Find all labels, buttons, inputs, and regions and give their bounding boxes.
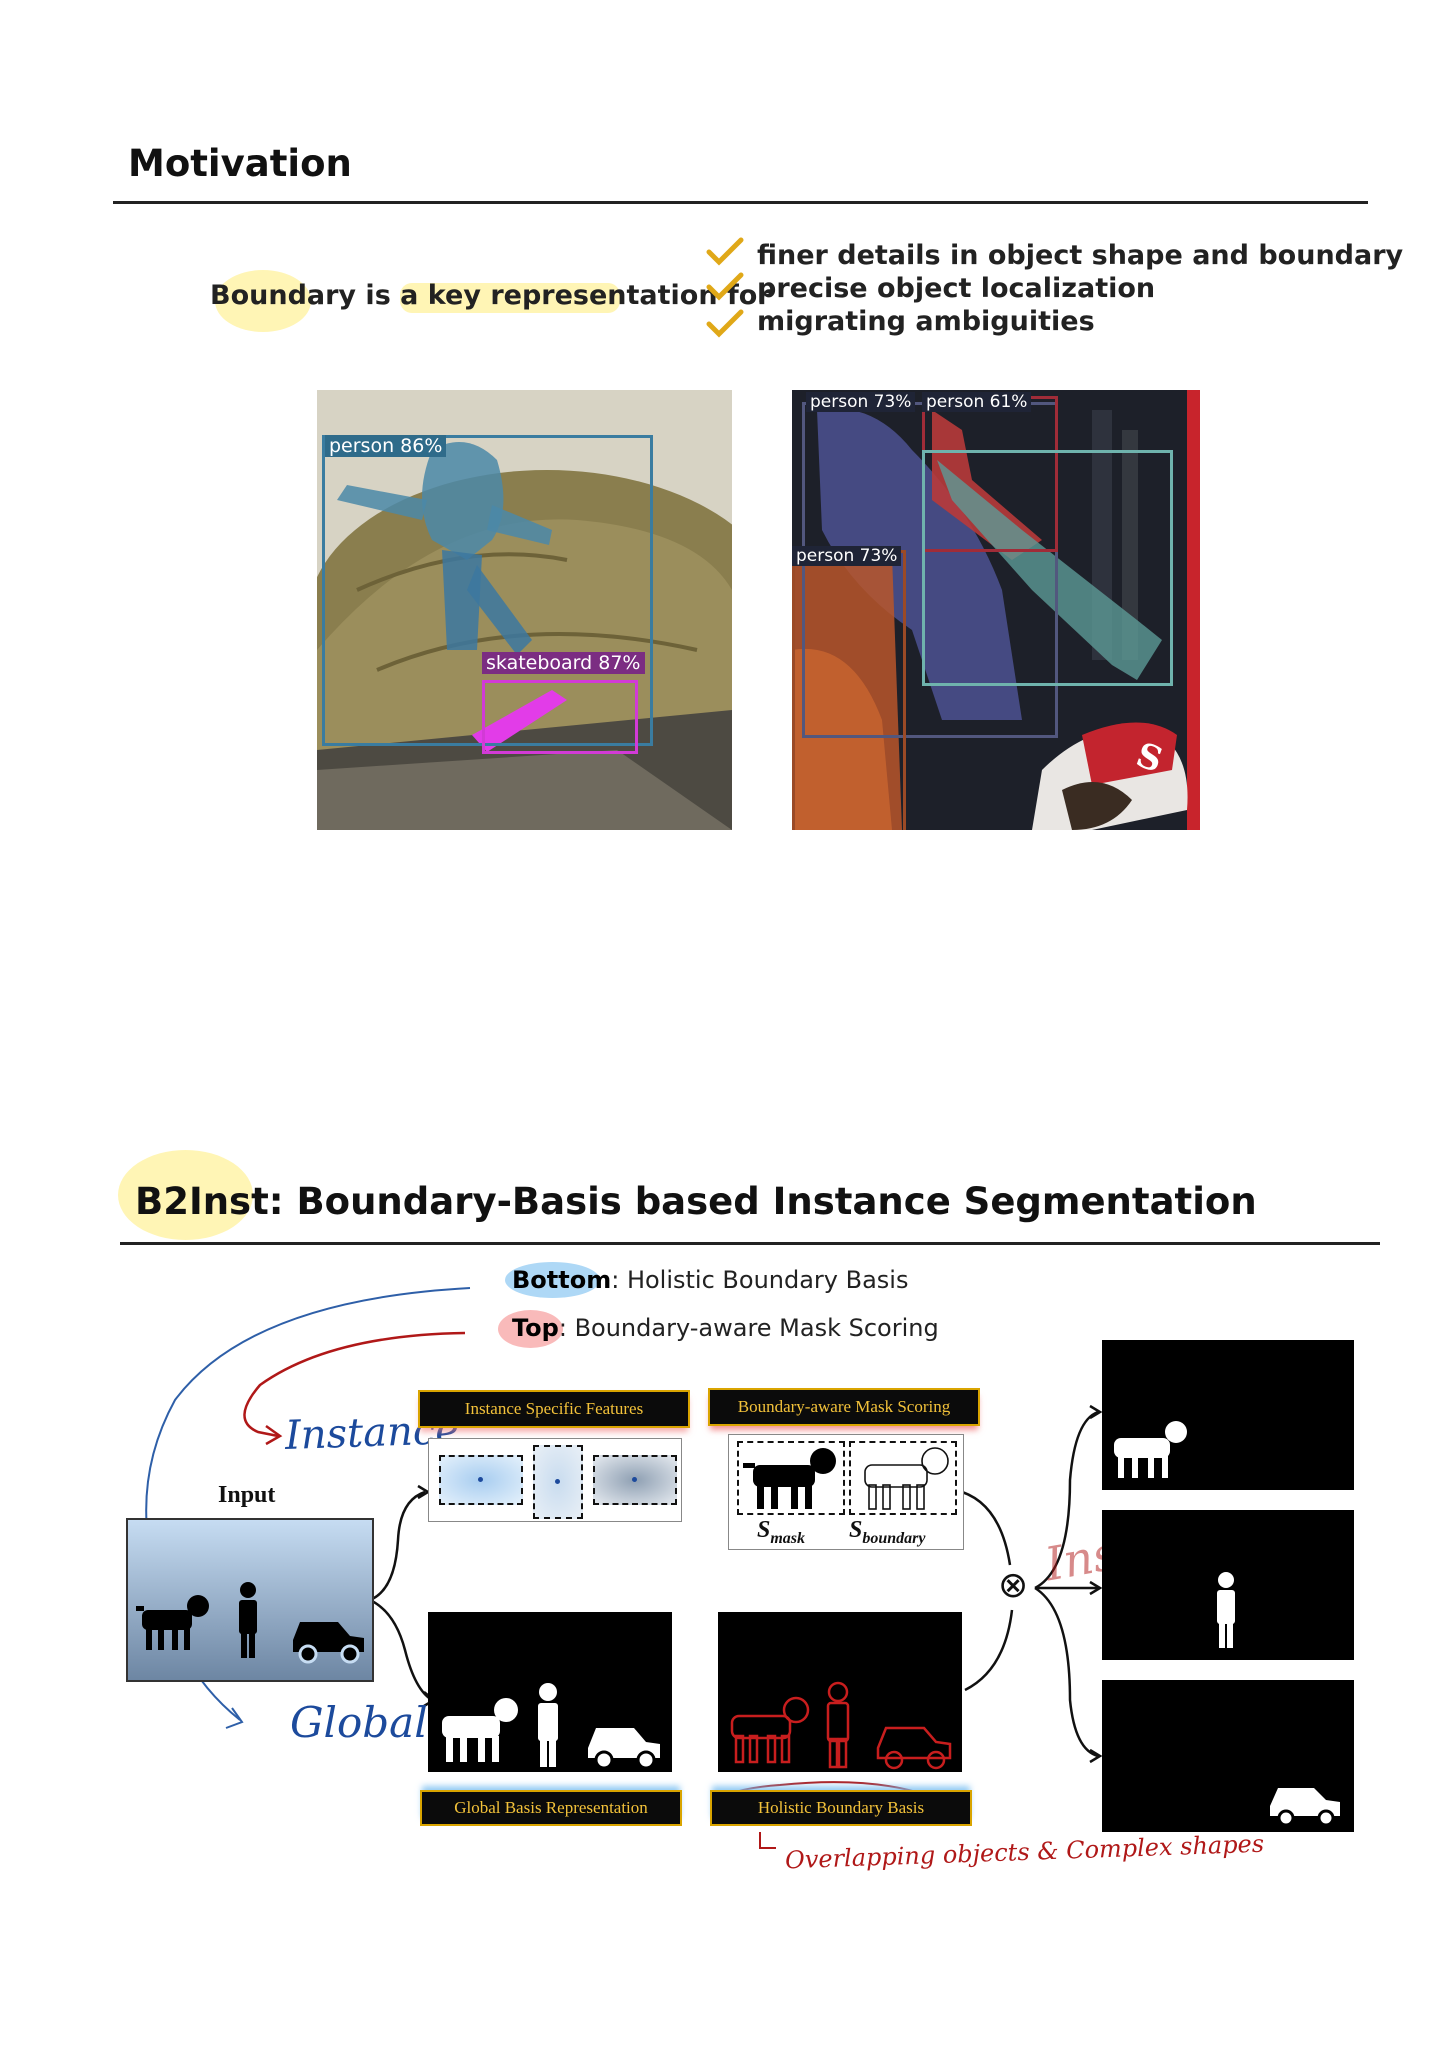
dog-mask-icon xyxy=(743,1448,836,1509)
boundary-score-box xyxy=(849,1441,957,1515)
legend-text: : Holistic Boundary Basis xyxy=(611,1266,909,1294)
highlight-boundary xyxy=(215,270,311,332)
motivation-divider xyxy=(113,201,1368,204)
legend-bottom: Bottom: Holistic Boundary Basis xyxy=(512,1266,908,1294)
score-subscript: boundary xyxy=(862,1529,926,1547)
input-image xyxy=(126,1518,374,1682)
check-icon xyxy=(706,309,744,338)
legend-key: Top xyxy=(512,1314,559,1342)
global-basis-silhouettes xyxy=(442,1683,660,1770)
input-label: Input xyxy=(218,1482,276,1508)
highlight-bottom xyxy=(505,1262,600,1298)
check-icon xyxy=(706,237,744,266)
global-basis-label: Global Basis Representation xyxy=(420,1790,682,1826)
center-dot-icon xyxy=(478,1477,483,1482)
motivation-title: Motivation xyxy=(128,142,352,185)
center-dot-icon xyxy=(555,1479,560,1484)
input-silhouettes xyxy=(136,1582,364,1664)
legend-key: Bottom xyxy=(512,1266,612,1294)
detection-label: skateboard 87% xyxy=(482,652,645,674)
multiply-operator-icon: ⊗ xyxy=(998,1565,1029,1606)
feature-map xyxy=(593,1455,677,1505)
score-mask-symbol: Smask xyxy=(757,1517,805,1548)
legend-top: Top: Boundary-aware Mask Scoring xyxy=(512,1314,939,1342)
output-dog-panel xyxy=(1102,1340,1354,1490)
detection-label: person 86% xyxy=(325,435,447,457)
legend-text: : Boundary-aware Mask Scoring xyxy=(558,1314,939,1342)
global-basis-panel xyxy=(428,1612,672,1772)
instance-features-label: Instance Specific Features xyxy=(418,1390,690,1428)
dog-output-icon xyxy=(1114,1421,1187,1478)
detection-label: person 61% xyxy=(922,392,1032,412)
score-subscript: mask xyxy=(770,1529,806,1547)
score-symbol: S xyxy=(849,1517,863,1543)
holistic-basis-label: Holistic Boundary Basis xyxy=(710,1790,972,1826)
benefit-text: finer details in object shape and bounda… xyxy=(757,240,1404,271)
detection-box-person xyxy=(922,450,1173,686)
check-icon xyxy=(706,272,744,301)
baseball-scene xyxy=(792,390,1200,830)
output-car-panel xyxy=(1102,1680,1354,1832)
mask-scoring-panel: Smask Sboundary xyxy=(728,1434,964,1550)
annotation-overlap: Overlapping objects & Complex shapes xyxy=(784,1829,1265,1875)
holistic-boundary-panel xyxy=(718,1612,962,1772)
b2inst-title: B2Inst: Boundary-Basis based Instance Se… xyxy=(135,1180,1257,1223)
benefit-text: migrating ambiguities xyxy=(757,306,1095,337)
center-dot-icon xyxy=(632,1477,637,1482)
output-person-panel xyxy=(1102,1510,1354,1660)
instance-features-panel xyxy=(428,1438,682,1522)
dog-boundary-icon xyxy=(864,1447,949,1510)
annotation-global: Global xyxy=(290,1698,428,1747)
mask-score-box xyxy=(737,1441,845,1515)
detection-label: person 73% xyxy=(792,546,902,566)
highlight-key-representation xyxy=(400,283,620,313)
feature-map xyxy=(439,1455,523,1505)
feature-map xyxy=(533,1445,583,1519)
highlight-b2inst xyxy=(118,1150,253,1240)
mask-scoring-label: Boundary-aware Mask Scoring xyxy=(708,1388,980,1426)
detection-label: person 73% xyxy=(806,392,916,412)
person-output-icon xyxy=(1217,1572,1235,1648)
detection-box-skateboard xyxy=(482,680,638,754)
score-boundary-symbol: Sboundary xyxy=(849,1517,925,1548)
highlight-top xyxy=(498,1310,563,1348)
score-symbol: S xyxy=(757,1517,771,1543)
holistic-boundary-silhouettes xyxy=(730,1681,952,1770)
car-output-icon xyxy=(1270,1788,1340,1827)
detection-box-person xyxy=(322,435,653,746)
benefit-text: precise object localization xyxy=(757,273,1156,304)
skateboarder-detection-image: person 86% skateboard 87% xyxy=(317,390,732,830)
detection-box-person xyxy=(792,550,906,830)
b2inst-divider xyxy=(120,1242,1380,1245)
baseball-detection-image: person 73% person 61% person 73% S xyxy=(792,390,1200,830)
motivation-statement: Boundary is a key representation for xyxy=(210,280,771,311)
